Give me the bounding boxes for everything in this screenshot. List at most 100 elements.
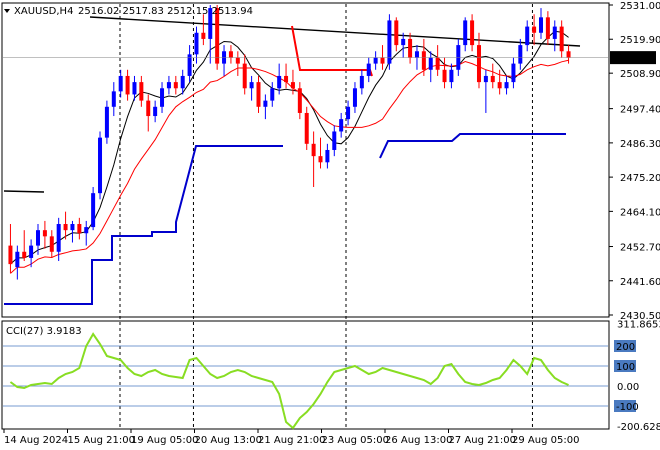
candle-body: [180, 75, 185, 89]
candle-body: [194, 32, 199, 55]
candle-body: [366, 63, 371, 76]
fast-moving-average: [10, 30, 569, 265]
symbol-header: XAUUSD,H4 2516.02 2517.83 2512.15 2513.9…: [4, 6, 253, 17]
cci-pane[interactable]: [3, 332, 608, 430]
candle-body: [352, 88, 357, 107]
current-price-badge: 2513.94: [610, 51, 656, 65]
time-axis-label: 15 Aug 21:00: [68, 435, 135, 446]
candle-body: [311, 143, 316, 157]
price-axis-label: 2531.00: [620, 1, 660, 12]
candle-body: [153, 106, 158, 117]
price-axis-label: 2508.90: [620, 69, 660, 80]
candle-body: [552, 26, 557, 39]
candle-body: [256, 82, 261, 107]
price-axis-label: 2464.10: [620, 207, 660, 218]
candle-body: [77, 224, 82, 234]
support-step-line: [4, 145, 283, 305]
candle-body: [380, 57, 385, 64]
resistance-step-line: [291, 25, 373, 77]
candle-body: [277, 75, 282, 89]
price-pane-frame: [1, 2, 610, 318]
price-axis-label: 2519.90: [620, 35, 660, 46]
candle-body: [559, 26, 564, 52]
candle-body: [435, 57, 440, 70]
current-price-badge-text: 2513.94: [612, 54, 653, 65]
candle-body: [242, 63, 247, 89]
time-axis-label: 20 Aug 13:00: [195, 435, 262, 446]
candle-body: [84, 227, 89, 234]
candle-body: [91, 193, 96, 228]
time-axis-label: 19 Aug 05:00: [131, 435, 198, 446]
candle-body: [497, 82, 502, 89]
candle-body: [270, 88, 275, 101]
slow-moving-average: [10, 59, 569, 274]
price-axis-label: 2430.50: [620, 311, 660, 322]
candle-body: [111, 91, 116, 107]
candle-body: [139, 82, 144, 101]
ohlc-values: 2516.02 2517.83 2512.15 2513.94: [78, 6, 253, 17]
candle-body: [359, 75, 364, 89]
candle-body: [325, 149, 330, 163]
candle-body: [545, 17, 550, 39]
candle-body: [42, 230, 47, 237]
candle-body: [132, 82, 137, 95]
support-step-line: [379, 133, 566, 159]
candle-body: [332, 131, 337, 150]
candle-body: [235, 57, 240, 64]
time-axis-label: 14 Aug 2024: [4, 435, 68, 446]
candle-body: [290, 82, 295, 89]
candle-body: [387, 20, 392, 64]
candle-body: [228, 51, 233, 58]
candle-body: [408, 38, 413, 58]
symbol-label: XAUUSD,H4: [14, 6, 73, 17]
time-axis-label: 21 Aug 21:00: [258, 435, 325, 446]
candle-body: [15, 251, 20, 268]
candle-body: [36, 230, 41, 246]
time-axis-label: 23 Aug 05:00: [322, 435, 389, 446]
candle-body: [532, 26, 537, 33]
cci-pane-frame: [1, 320, 610, 430]
cci-level-badge: [614, 340, 636, 352]
candle-body: [166, 82, 171, 89]
candle-body: [504, 82, 509, 89]
candle-body: [160, 88, 165, 107]
candle-body: [29, 245, 34, 258]
time-axis-label: 27 Aug 21:00: [449, 435, 516, 446]
resistance-trend-line: [89, 16, 581, 47]
candle-body: [187, 54, 192, 76]
price-pane[interactable]: [3, 5, 608, 305]
time-axis-label: 29 Aug 05:00: [512, 435, 579, 446]
cci-axis-label: 200: [616, 342, 635, 353]
candle-body: [401, 38, 406, 46]
candle-body: [98, 137, 103, 194]
candle-body: [125, 75, 130, 95]
candle-body: [297, 88, 302, 113]
cci-level-badge: [614, 360, 636, 372]
price-axis: 2531.00 2519.90 2508.90 2497.40 2486.30 2475.…: [609, 1, 660, 322]
dropdown-triangle-icon[interactable]: [4, 9, 10, 13]
candle-body: [566, 51, 571, 58]
candle-body: [318, 156, 323, 163]
current-price-badge-bg: [610, 51, 656, 65]
candle-body: [470, 20, 475, 46]
price-axis-label: 2452.70: [620, 243, 660, 254]
early-trend-line: [3, 190, 45, 193]
candle-body: [118, 75, 123, 92]
candle-body: [208, 8, 213, 39]
candle-body: [394, 20, 399, 46]
price-axis-label: 2486.30: [620, 139, 660, 150]
cci-indicator-label: CCI(27) 3.9183: [6, 326, 82, 337]
price-pane-gridlines: [119, 4, 533, 428]
candle-body: [339, 119, 344, 132]
candle-body: [263, 100, 268, 107]
cci-axis-label: 100: [616, 362, 635, 373]
price-axis-label: 2441.60: [620, 277, 660, 288]
candle-body: [538, 17, 543, 33]
candle-body: [56, 224, 61, 252]
candle-body: [511, 63, 516, 83]
candle-body: [483, 75, 488, 83]
